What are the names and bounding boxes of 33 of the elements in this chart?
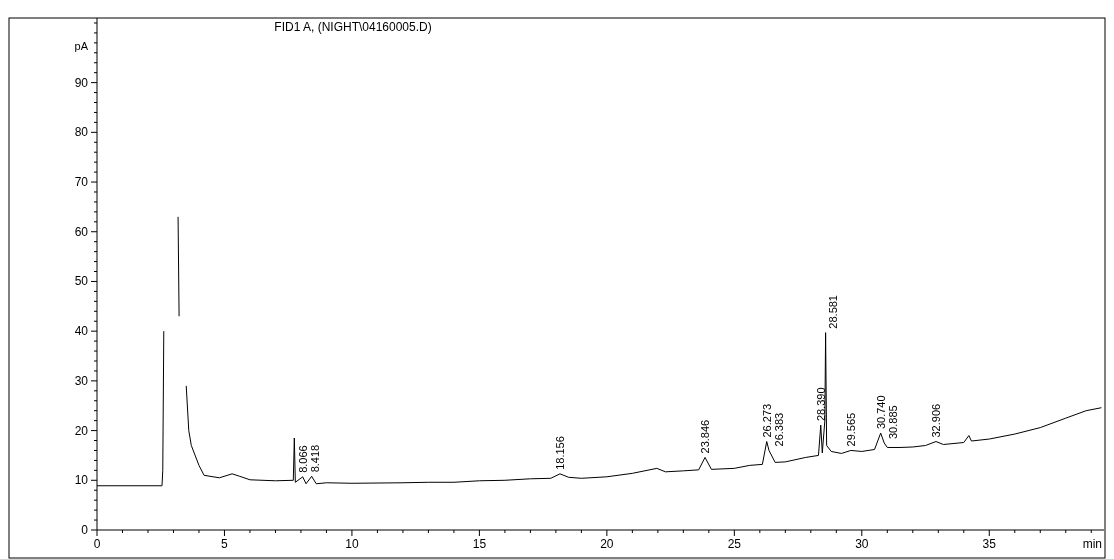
annotation: 18.156: [553, 436, 566, 470]
y-axis-title: pA: [74, 40, 89, 52]
annotation: 8.066: [296, 445, 309, 473]
y-tick-label: 80: [74, 125, 89, 140]
y-tick-label: 30: [74, 373, 89, 388]
y-tick-label: 50: [74, 274, 89, 289]
annotation: 30.740: [874, 395, 887, 430]
annotation: 28.390: [814, 387, 827, 422]
x-tick-label: 15: [472, 537, 487, 551]
x-tick-label: 30: [855, 537, 869, 551]
y-tick-label: 10: [74, 473, 89, 488]
x-tick-label: 10: [345, 537, 359, 551]
y-tick-label: 70: [74, 175, 89, 190]
x-axis-title: min: [1082, 537, 1102, 551]
y-tick-label: 40: [74, 324, 89, 339]
x-tick-label: 5: [221, 537, 229, 551]
x-tick-label: 20: [600, 537, 614, 551]
annotation: 26.273: [760, 403, 773, 438]
annotation: 8.418: [308, 444, 321, 473]
x-tick-label: 25: [727, 537, 742, 551]
annotation: 29.565: [844, 412, 857, 447]
y-tick-label: 0: [81, 523, 89, 537]
y-tick-label: 20: [74, 423, 89, 438]
annotation: 30.885: [886, 405, 899, 440]
chart-title: FID1 A, (NIGHT\04160005.D): [274, 20, 432, 34]
annotation: 28.581: [826, 295, 839, 329]
annotation: 32.906: [930, 403, 942, 438]
x-tick-label: 35: [982, 537, 997, 551]
x-tick-label: 0: [93, 537, 101, 551]
annotation: 23.846: [699, 419, 712, 454]
annotation: 26.383: [772, 412, 785, 447]
y-tick-label: 60: [74, 224, 89, 239]
y-tick-label: 90: [74, 75, 89, 90]
